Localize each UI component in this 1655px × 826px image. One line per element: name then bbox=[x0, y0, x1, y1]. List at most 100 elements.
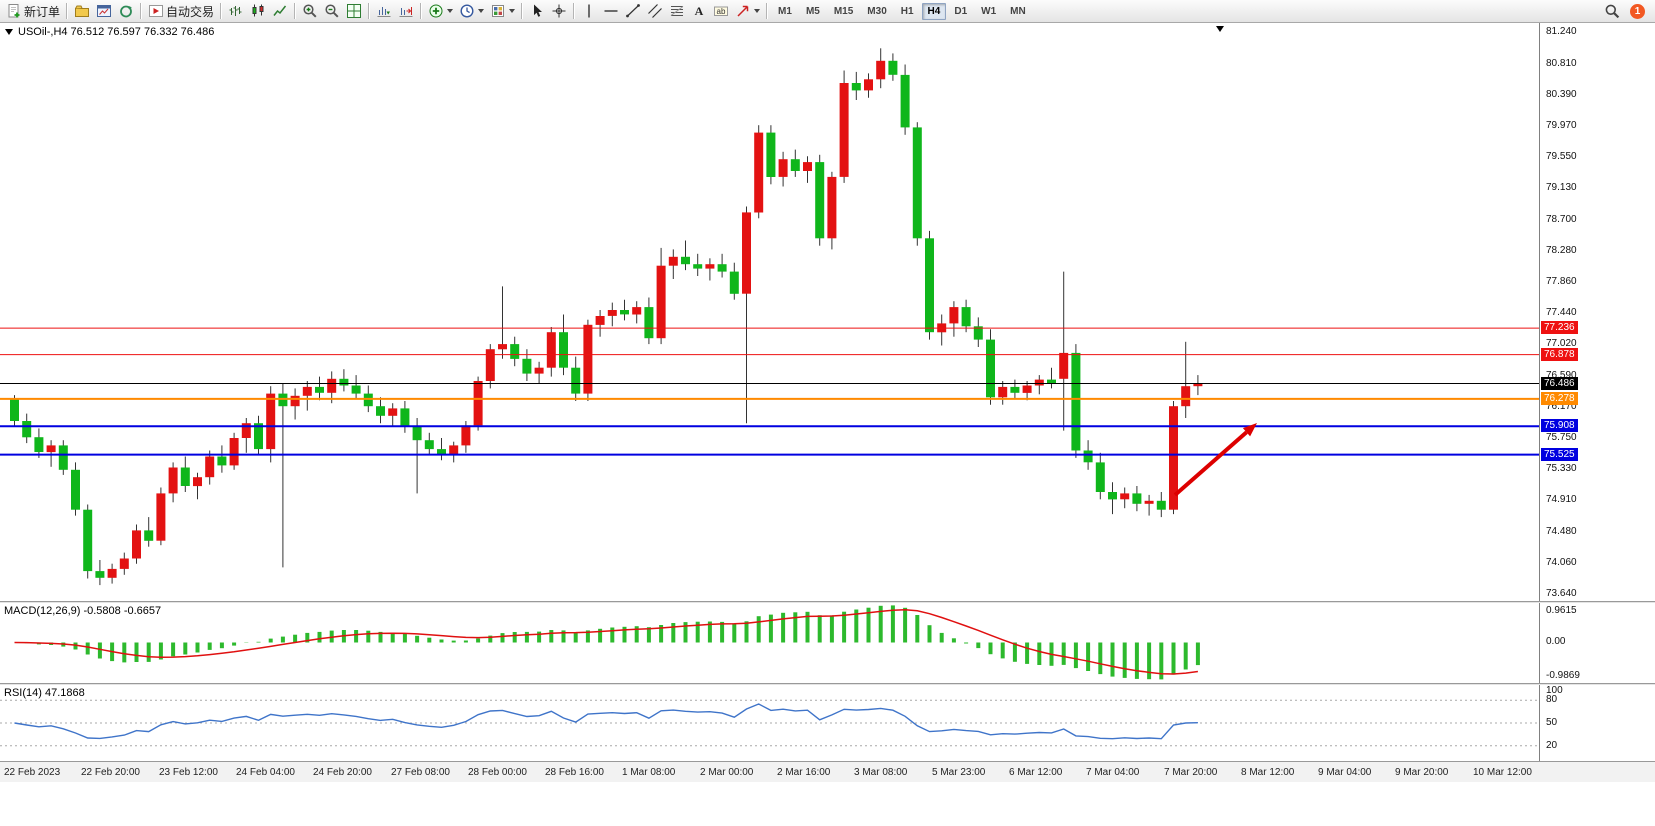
auto-trading-icon bbox=[148, 3, 164, 19]
price-axis-label: 75.330 bbox=[1546, 463, 1577, 474]
zoom-out-icon bbox=[324, 3, 340, 19]
candlestick-chart[interactable] bbox=[0, 23, 1539, 601]
chart-shift-button[interactable] bbox=[395, 1, 417, 21]
horizontal-line-icon bbox=[603, 3, 619, 19]
price-chart-panel[interactable]: USOil-,H4 76.512 76.597 76.332 76.486 bbox=[0, 23, 1539, 601]
timeframe-w1-button[interactable]: W1 bbox=[981, 5, 997, 17]
indicators-caret-icon[interactable] bbox=[447, 9, 454, 13]
time-axis-label: 24 Feb 20:00 bbox=[313, 767, 372, 778]
macd-histogram bbox=[24, 605, 1200, 680]
zoom-out-button[interactable] bbox=[321, 1, 343, 21]
macd-axis-label: -0.9869 bbox=[1546, 670, 1580, 681]
price-axis-label: 79.550 bbox=[1546, 151, 1577, 162]
zoom-in-button[interactable] bbox=[299, 1, 321, 21]
auto-scroll-icon bbox=[376, 3, 392, 19]
rsi-axis-label: 80 bbox=[1546, 694, 1558, 705]
text-icon: A bbox=[691, 3, 707, 19]
timeframe-group: M1 M5 M15 M30 H1 H4 D1 W1 MN bbox=[771, 2, 1033, 20]
timeframe-h1-button[interactable]: H1 bbox=[900, 5, 914, 17]
profiles-button[interactable] bbox=[71, 1, 93, 21]
chart-title: USOil-,H4 76.512 76.597 76.332 76.486 bbox=[5, 26, 214, 38]
time-axis-label: 10 Mar 12:00 bbox=[1473, 767, 1532, 778]
refresh-button[interactable] bbox=[115, 1, 137, 21]
timeframe-mn-button[interactable]: MN bbox=[1010, 5, 1026, 17]
macd-axis[interactable]: 0.9615 0.00 -0.9869 bbox=[1539, 603, 1655, 683]
templates-button[interactable] bbox=[487, 1, 518, 21]
rsi-axis-label: 50 bbox=[1546, 717, 1558, 728]
time-axis-label: 8 Mar 12:00 bbox=[1241, 767, 1295, 778]
time-axis-label: 9 Mar 20:00 bbox=[1395, 767, 1449, 778]
toolbar-group-trading: 自动交易 bbox=[145, 1, 217, 21]
vertical-line-button[interactable] bbox=[578, 1, 600, 21]
text-button[interactable]: A bbox=[688, 1, 710, 21]
one-click-trading-toggle-icon[interactable] bbox=[5, 29, 13, 35]
tile-windows-button[interactable] bbox=[343, 1, 365, 21]
fibonacci-icon bbox=[669, 3, 685, 19]
price-axis-label: 77.440 bbox=[1546, 307, 1577, 318]
equidistant-channel-icon bbox=[647, 3, 663, 19]
time-axis-label: 23 Feb 12:00 bbox=[159, 767, 218, 778]
toolbar-separator bbox=[420, 3, 423, 19]
trendline-icon bbox=[625, 3, 641, 19]
time-axis-label: 28 Feb 16:00 bbox=[545, 767, 604, 778]
price-axis[interactable]: 81.240 80.810 80.390 79.970 79.550 79.130 78.7… bbox=[1539, 23, 1655, 601]
toolbar-group-windows bbox=[71, 1, 137, 21]
macd-header: MACD(12,26,9) -0.5808 -0.6657 bbox=[4, 605, 162, 617]
rsi-level-lines bbox=[0, 699, 1539, 747]
auto-trading-button[interactable]: 自动交易 bbox=[145, 1, 217, 21]
price-axis-label: 77.860 bbox=[1546, 276, 1577, 287]
bar-chart-button[interactable] bbox=[225, 1, 247, 21]
new-order-button[interactable]: 新订单 bbox=[3, 1, 63, 21]
timeframe-h4-button[interactable]: H4 bbox=[921, 2, 947, 20]
timeframe-m5-button[interactable]: M5 bbox=[805, 5, 820, 17]
fibonacci-button[interactable] bbox=[666, 1, 688, 21]
indicators-button[interactable] bbox=[425, 1, 456, 21]
toolbar-separator bbox=[521, 3, 524, 19]
rsi-axis[interactable]: 100 80 50 20 bbox=[1539, 685, 1655, 761]
search-button[interactable] bbox=[1601, 1, 1623, 21]
arrows-icon bbox=[735, 3, 751, 19]
timeframe-m1-button[interactable]: M1 bbox=[778, 5, 792, 17]
rsi-header: RSI(14) 47.1868 bbox=[4, 687, 85, 699]
candle-chart-button[interactable] bbox=[247, 1, 269, 21]
chart-shift-marker-icon[interactable] bbox=[1216, 26, 1224, 32]
price-axis-label: 78.280 bbox=[1546, 245, 1577, 256]
toolbar-right: 1 bbox=[1601, 1, 1652, 21]
price-tag-75.908: 75.908 bbox=[1541, 419, 1578, 432]
price-axis-label: 80.810 bbox=[1546, 58, 1577, 69]
rsi-panel[interactable]: RSI(14) 47.1868 bbox=[0, 685, 1539, 761]
time-axis[interactable]: 22 Feb 2023 22 Feb 20:00 23 Feb 12:00 24 Fe… bbox=[0, 761, 1655, 782]
profiles-icon bbox=[74, 3, 90, 19]
timeframe-m15-button[interactable]: M15 bbox=[833, 5, 854, 17]
horizontal-line-button[interactable] bbox=[600, 1, 622, 21]
equidistant-channel-button[interactable] bbox=[644, 1, 666, 21]
price-axis-label: 76.170 bbox=[1546, 401, 1577, 412]
price-axis-label: 76.590 bbox=[1546, 370, 1577, 381]
time-axis-label: 9 Mar 04:00 bbox=[1318, 767, 1372, 778]
text-label-button[interactable]: ab bbox=[710, 1, 732, 21]
periods-caret-icon[interactable] bbox=[478, 9, 485, 13]
macd-panel[interactable]: MACD(12,26,9) -0.5808 -0.6657 bbox=[0, 603, 1539, 683]
toolbar-group-zoom bbox=[299, 1, 365, 21]
auto-scroll-button[interactable] bbox=[373, 1, 395, 21]
templates-caret-icon[interactable] bbox=[509, 9, 516, 13]
line-chart-button[interactable] bbox=[269, 1, 291, 21]
toolbar-separator bbox=[220, 3, 223, 19]
trendline-button[interactable] bbox=[622, 1, 644, 21]
cursor-button[interactable] bbox=[526, 1, 548, 21]
panel-splitter[interactable] bbox=[0, 683, 1655, 685]
timeframe-d1-button[interactable]: D1 bbox=[954, 5, 968, 17]
notification-badge[interactable]: 1 bbox=[1630, 3, 1645, 19]
panel-splitter[interactable] bbox=[0, 601, 1655, 603]
timeframe-m30-button[interactable]: M30 bbox=[867, 5, 887, 17]
arrows-button[interactable] bbox=[732, 1, 763, 21]
time-axis-label: 7 Mar 20:00 bbox=[1164, 767, 1218, 778]
price-axis-label: 81.240 bbox=[1546, 26, 1577, 37]
macd-axis-label: 0.00 bbox=[1546, 636, 1566, 647]
arrows-caret-icon[interactable] bbox=[754, 9, 761, 13]
crosshair-button[interactable] bbox=[548, 1, 570, 21]
charts-window-button[interactable] bbox=[93, 1, 115, 21]
periods-button[interactable] bbox=[456, 1, 487, 21]
cursor-icon bbox=[529, 3, 545, 19]
